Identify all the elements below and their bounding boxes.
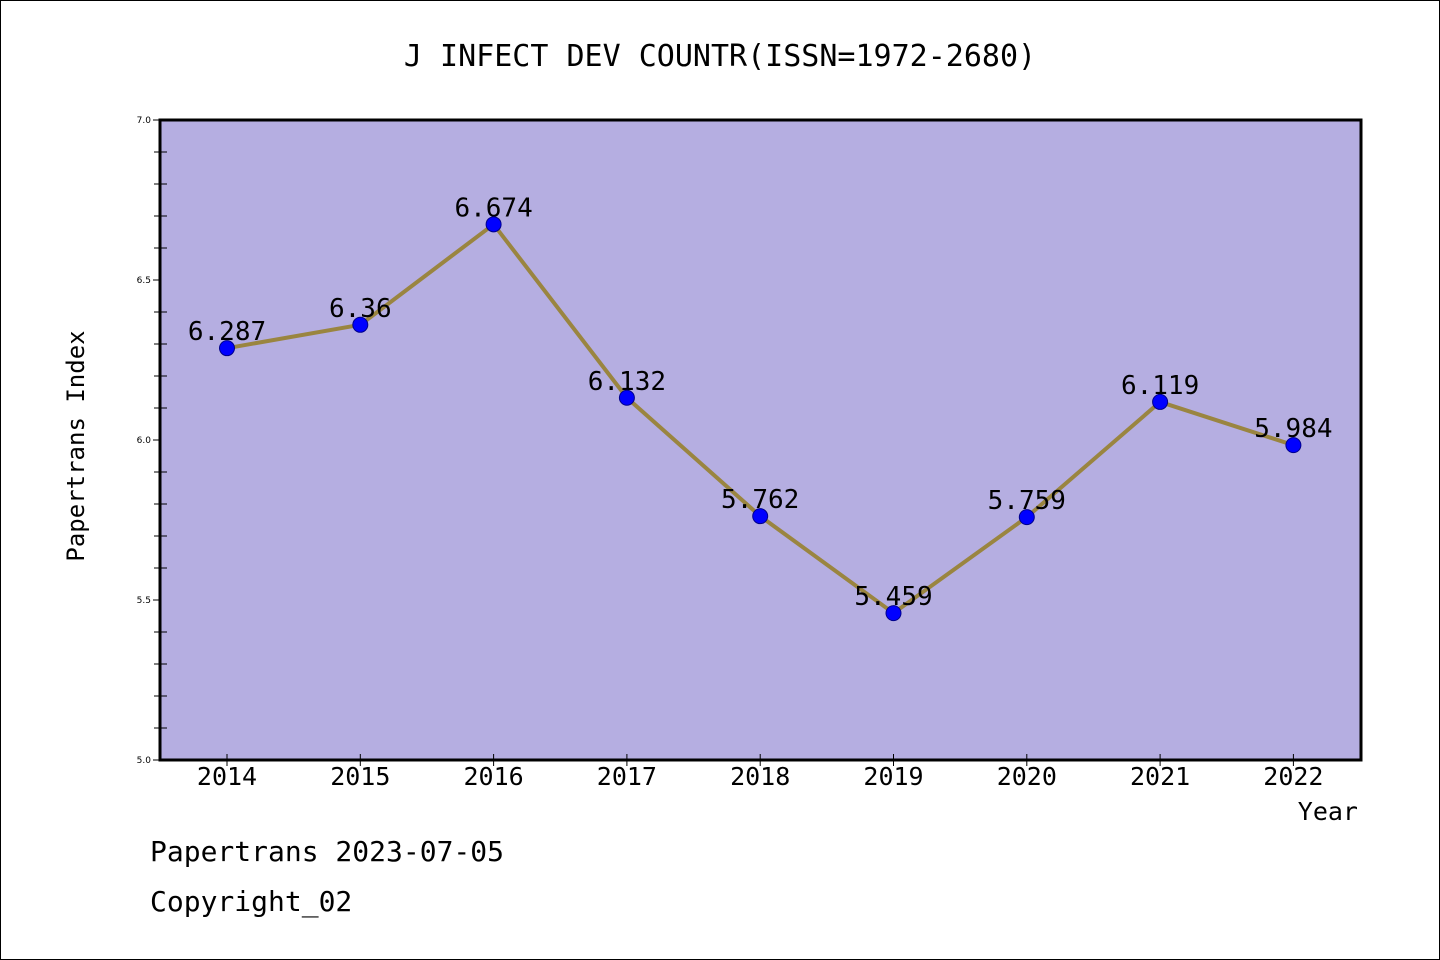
x-tick-label: 2014 (197, 762, 257, 791)
data-point (352, 316, 369, 333)
y-tick-label: 6.5 (137, 276, 151, 286)
data-point (618, 389, 635, 406)
data-point (1018, 509, 1035, 526)
y-tick-label: 5.5 (137, 596, 151, 606)
data-point (1285, 437, 1302, 454)
x-tick-label: 2021 (1130, 762, 1190, 791)
y-tick-label: 5.0 (137, 756, 152, 766)
data-point (885, 605, 902, 622)
x-tick-label: 2018 (730, 762, 790, 791)
y-axis-ticks: 5.0 5.5 6.0 6.5 7.0 (137, 116, 152, 766)
y-tick-label: 7.0 (137, 116, 152, 126)
data-point (485, 216, 502, 233)
data-point (752, 508, 769, 525)
data-point (1152, 393, 1169, 410)
plot-area (160, 120, 1361, 760)
series-markers (219, 216, 1302, 622)
footer-copyright: Copyright_02 (150, 885, 353, 918)
chart-title: J INFECT DEV COUNTR(ISSN=1972-2680) (404, 39, 1036, 74)
plot-border (158, 118, 1363, 762)
footer-date: Papertrans 2023-07-05 (150, 835, 505, 868)
x-tick-label: 2016 (463, 762, 523, 791)
y-tick-label: 6.0 (137, 436, 152, 446)
data-point (219, 340, 235, 357)
x-axis-label: Year (1298, 797, 1358, 826)
x-tick-label: 2019 (863, 762, 923, 791)
x-tick-label: 2020 (997, 762, 1057, 791)
y-axis-label: Papertrans Index (62, 330, 90, 561)
x-tick-label: 2017 (597, 762, 657, 791)
x-tick-label: 2015 (330, 762, 390, 791)
x-tick-label: 2022 (1263, 762, 1323, 791)
